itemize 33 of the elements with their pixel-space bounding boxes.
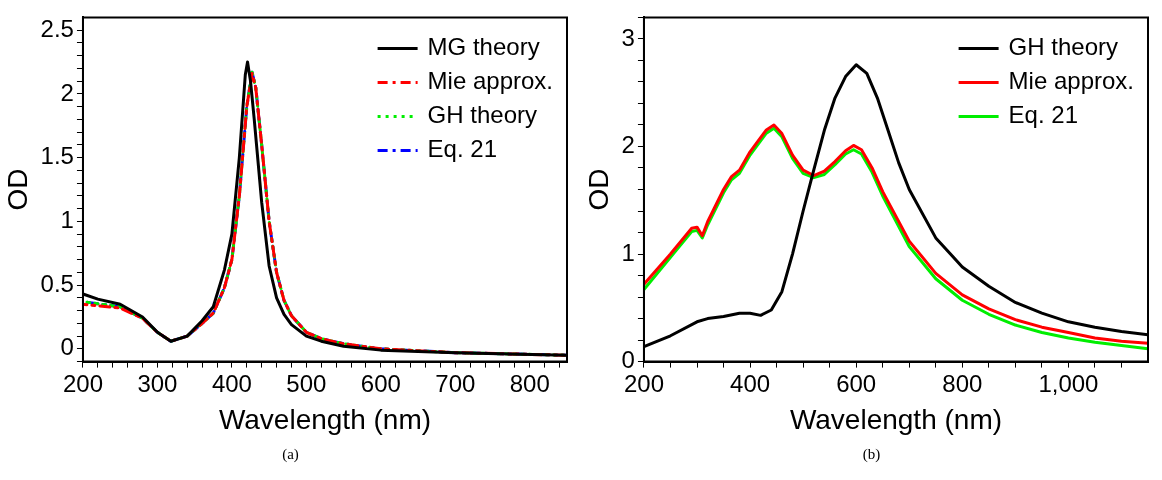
y-tick-label: 1.5: [40, 142, 74, 170]
y-axis-title: OD: [1, 168, 33, 211]
x-axis-title: Wavelength (nm): [218, 403, 432, 435]
y-tick-label: 0.5: [40, 269, 74, 297]
legend-label: Eq. 21: [427, 135, 497, 163]
x-axis-title: Wavelength (nm): [789, 403, 1003, 435]
legend-label: GH theory: [427, 101, 537, 129]
x-tick-label: 800: [509, 369, 550, 397]
y-axis-title: OD: [582, 168, 614, 211]
y-tick-label: 2.5: [40, 14, 74, 42]
y-tick-label: 1: [621, 238, 635, 266]
x-tick-label: 600: [836, 369, 877, 397]
legend-label: Eq. 21: [1008, 101, 1078, 129]
x-tick-label: 400: [730, 369, 771, 397]
text: (a): [282, 446, 299, 463]
legend-label: Mie approx.: [1008, 67, 1134, 95]
x-tick-label: 500: [286, 369, 327, 397]
legend-label: GH theory: [1008, 33, 1118, 61]
y-tick-label: 2: [621, 131, 635, 159]
x-tick-label: 300: [137, 369, 178, 397]
x-tick-label: 800: [942, 369, 983, 397]
x-tick-label: 400: [211, 369, 252, 397]
y-tick-label: 1: [60, 206, 74, 233]
y-tick-label: 3: [621, 23, 635, 51]
y-tick-label: 0: [60, 333, 74, 361]
x-tick-label: 700: [435, 369, 476, 397]
legend-label: MG theory: [427, 33, 540, 61]
legend-label: Mie approx.: [427, 67, 553, 95]
y-tick-label: 2: [60, 78, 74, 106]
x-tick-label: 600: [360, 369, 401, 397]
x-tick-label: 1,000: [1038, 369, 1099, 397]
text: (b): [862, 446, 881, 463]
x-tick-label: 200: [62, 369, 103, 397]
